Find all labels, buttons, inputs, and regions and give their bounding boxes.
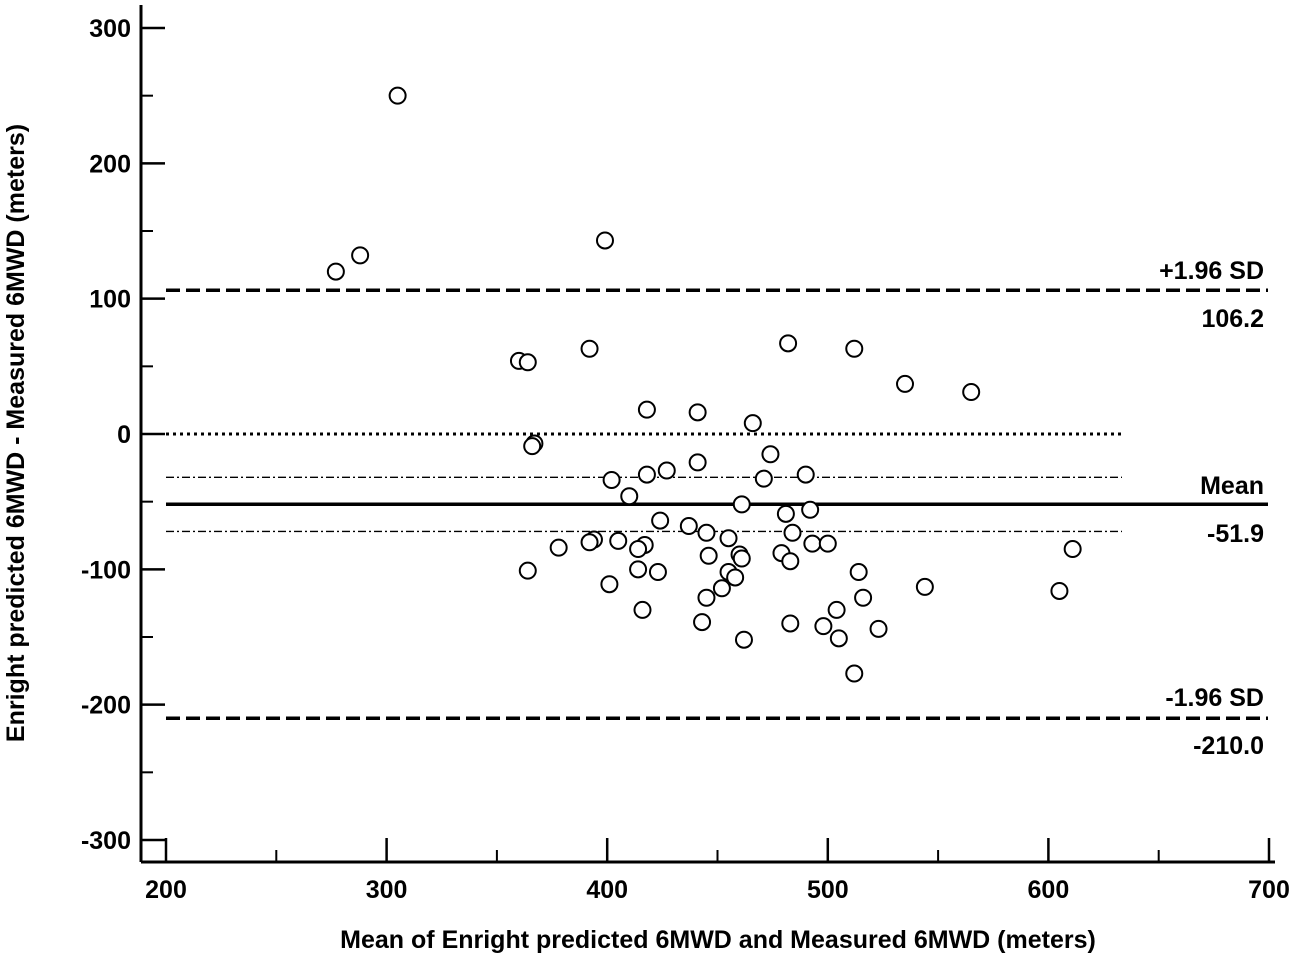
- data-point: [854, 588, 873, 607]
- data-point: [781, 552, 800, 571]
- lower-loa-label: -1.96 SD: [1165, 684, 1264, 712]
- data-point: [1050, 581, 1069, 600]
- data-point: [827, 600, 846, 619]
- data-point: [648, 563, 667, 582]
- data-point: [754, 469, 773, 488]
- x-tick-label: 500: [807, 876, 849, 904]
- data-point: [580, 533, 599, 552]
- reference-line-labels: +1.96 SD 106.2 Mean -51.9 -1.96 SD -210.…: [1159, 257, 1264, 760]
- reference-lines: [166, 288, 1268, 720]
- data-point: [549, 538, 568, 557]
- data-point: [679, 517, 698, 536]
- data-point: [761, 445, 780, 464]
- data-point: [693, 613, 712, 632]
- y-tick-label: -100: [81, 556, 131, 584]
- data-points: [326, 86, 1082, 683]
- data-point: [388, 86, 407, 105]
- data-point: [803, 534, 822, 553]
- data-point: [595, 231, 614, 250]
- data-point: [712, 579, 731, 598]
- data-point: [602, 471, 621, 490]
- data-point: [796, 465, 815, 484]
- data-point: [962, 383, 981, 402]
- data-point: [845, 339, 864, 358]
- data-point: [651, 511, 670, 530]
- data-point: [699, 546, 718, 565]
- data-point: [580, 339, 599, 358]
- upper-loa-label: +1.96 SD: [1159, 257, 1264, 285]
- x-tick-label: 400: [586, 876, 628, 904]
- data-point: [726, 568, 745, 587]
- x-tick-label: 300: [366, 876, 408, 904]
- data-point: [600, 575, 619, 594]
- data-point: [637, 465, 656, 484]
- data-point: [849, 563, 868, 582]
- data-point: [657, 461, 676, 480]
- data-point: [637, 400, 656, 419]
- data-point: [518, 561, 537, 580]
- data-point: [732, 549, 751, 568]
- x-tick-label: 700: [1248, 876, 1290, 904]
- data-point: [688, 403, 707, 422]
- data-point: [732, 495, 751, 514]
- data-point: [620, 487, 639, 506]
- data-point: [776, 504, 795, 523]
- y-tick-label: -300: [81, 827, 131, 855]
- data-point: [351, 246, 370, 265]
- data-point: [734, 630, 753, 649]
- y-tick-label: 0: [117, 421, 131, 449]
- upper-loa-value: 106.2: [1201, 305, 1264, 333]
- data-point: [829, 629, 848, 648]
- data-point: [783, 523, 802, 542]
- data-point: [781, 614, 800, 633]
- data-point: [814, 617, 833, 636]
- data-point: [629, 560, 648, 579]
- data-point: [845, 664, 864, 683]
- data-point: [633, 600, 652, 619]
- data-point: [523, 437, 542, 456]
- data-point: [518, 353, 537, 372]
- data-point: [743, 414, 762, 433]
- data-point: [326, 262, 345, 281]
- y-tick-label: -200: [81, 692, 131, 720]
- data-point: [719, 529, 738, 548]
- x-axis-ticks: 200 300 400 500 600 700: [145, 838, 1290, 904]
- data-point: [697, 523, 716, 542]
- lower-loa-value: -210.0: [1193, 732, 1264, 760]
- y-axis-ticks: 300 200 100 0 -100 -200 -300: [81, 15, 165, 855]
- data-point: [629, 540, 648, 559]
- y-axis-label: Enright predicted 6MWD - Measured 6MWD (…: [2, 124, 30, 742]
- y-tick-label: 200: [89, 150, 131, 178]
- mean-label: Mean: [1200, 472, 1264, 500]
- mean-value: -51.9: [1207, 520, 1264, 548]
- data-point: [1063, 540, 1082, 559]
- x-tick-label: 600: [1028, 876, 1070, 904]
- data-point: [688, 453, 707, 472]
- data-point: [818, 534, 837, 553]
- data-point: [915, 577, 934, 596]
- data-point: [801, 500, 820, 519]
- data-point: [869, 619, 888, 638]
- x-axis-label: Mean of Enright predicted 6MWD and Measu…: [340, 926, 1096, 954]
- x-tick-label: 200: [145, 876, 187, 904]
- data-point: [896, 374, 915, 393]
- data-point: [779, 334, 798, 353]
- y-tick-label: 300: [89, 15, 131, 43]
- data-point: [609, 531, 628, 550]
- y-tick-label: 100: [89, 286, 131, 314]
- data-point: [697, 588, 716, 607]
